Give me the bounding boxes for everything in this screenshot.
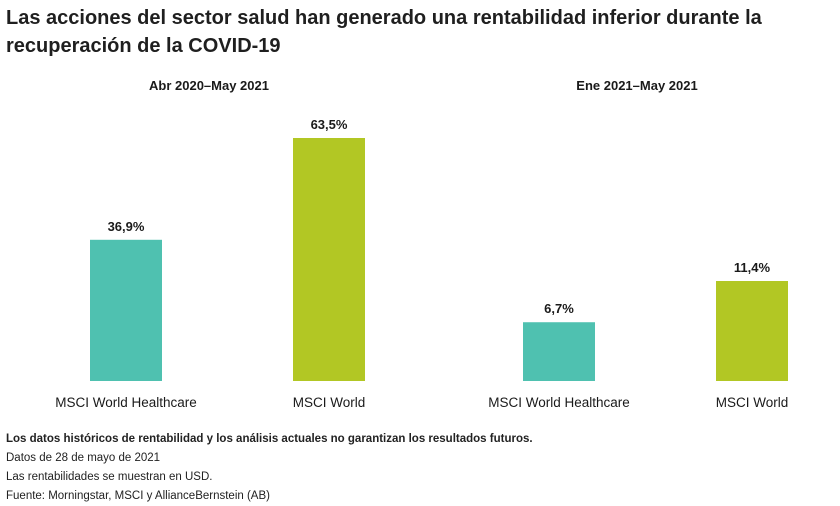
panel-subtitle: Ene 2021–May 2021: [576, 78, 697, 93]
currency-note: Las rentabilidades se muestran en USD.: [6, 471, 213, 483]
category-label: MSCI World: [293, 395, 366, 410]
category-label: MSCI World Healthcare: [488, 395, 630, 410]
value-label: 63,5%: [311, 117, 348, 132]
value-label: 11,4%: [734, 260, 771, 275]
disclaimer-note: Los datos históricos de rentabilidad y l…: [6, 433, 533, 445]
chart-title: Las acciones del sector salud han genera…: [6, 7, 762, 57]
bar: [90, 239, 162, 381]
bar-charts: Abr 2020–May 2021 36,9% MSCI World Healthc…: [55, 78, 789, 410]
category-label: MSCI World Healthcare: [55, 395, 197, 410]
source-note: Fuente: Morningstar, MSCI y AllianceBern…: [6, 490, 270, 502]
bar: [716, 281, 788, 381]
panel-subtitle: Abr 2020–May 2021: [149, 78, 269, 93]
bar: [293, 138, 365, 381]
footnotes: Los datos históricos de rentabilidad y l…: [6, 430, 826, 506]
category-label: MSCI World: [716, 395, 789, 410]
bar: [523, 322, 595, 381]
value-label: 36,9%: [108, 219, 145, 234]
value-label: 6,7%: [544, 301, 574, 316]
date-note: Datos de 28 de mayo de 2021: [6, 452, 161, 464]
